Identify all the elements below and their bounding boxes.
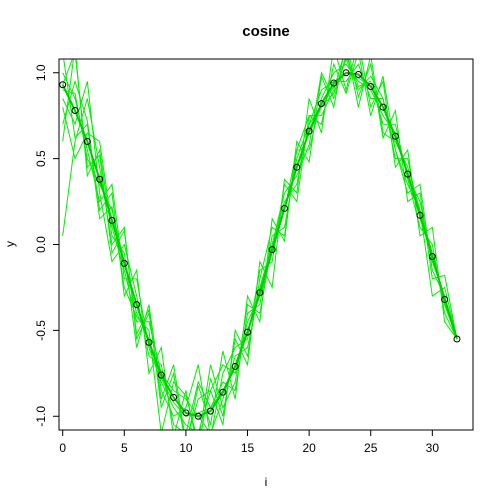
noisy-series-line	[63, 47, 457, 437]
x-tick-label: 0	[59, 441, 66, 455]
y-tick-label: -0.5	[34, 320, 48, 341]
noisy-series-line	[63, 42, 457, 447]
noisy-series-line	[63, 64, 457, 433]
y-tick-label: 1.0	[34, 64, 48, 81]
noisy-series-line	[63, 42, 457, 451]
cosine-mean-line	[63, 73, 457, 417]
x-tick-label: 15	[241, 441, 255, 455]
y-axis-label: y	[3, 241, 17, 247]
y-tick-label: 0.5	[34, 150, 48, 167]
y-tick-label: 0.0	[34, 236, 48, 253]
noisy-series-line	[63, 73, 457, 417]
noisy-series-line	[63, 59, 457, 433]
y-axis: -1.0 -0.5 0.0 0.5 1.0	[34, 64, 59, 427]
x-tick-label: 20	[302, 441, 316, 455]
x-tick-label: 10	[179, 441, 193, 455]
chart-title: cosine	[242, 23, 290, 40]
x-axis: 0 5 10 15 20 25 30	[59, 430, 439, 455]
x-tick-label: 5	[121, 441, 128, 455]
x-tick-label: 25	[364, 441, 378, 455]
noisy-series-line	[63, 64, 457, 433]
plot-frame	[59, 59, 473, 430]
series-layer	[60, 42, 460, 451]
x-tick-label: 30	[426, 441, 440, 455]
y-tick-label: -1.0	[34, 406, 48, 427]
x-axis-label: i	[265, 475, 268, 489]
